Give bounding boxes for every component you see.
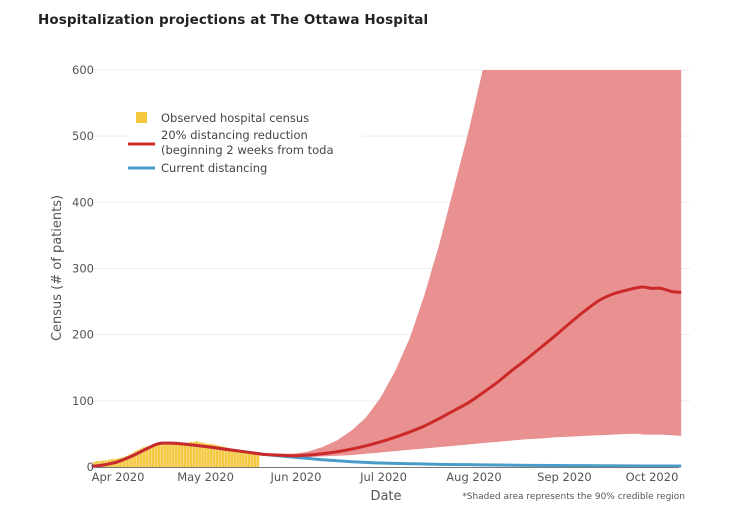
observed-bar <box>169 444 172 467</box>
observed-bar <box>224 447 228 467</box>
observed-bar <box>174 444 178 467</box>
observed-bar <box>236 449 239 467</box>
observed-bar <box>244 451 248 467</box>
observed-bar <box>160 444 163 467</box>
observed-bar <box>186 442 190 467</box>
observed-bar <box>247 451 251 467</box>
observed-bar <box>212 444 216 467</box>
observed-bar <box>148 445 152 467</box>
observed-bar <box>204 443 207 467</box>
x-axis-title: Date <box>370 489 401 504</box>
legend-label-reduction[interactable]: 20% distancing reduction <box>161 128 308 142</box>
observed-bar <box>154 445 158 467</box>
observed-bar <box>134 451 137 467</box>
y-tick-label: 600 <box>72 63 94 77</box>
observed-bar <box>209 443 213 467</box>
observed-bar <box>195 441 198 467</box>
x-tick-label: May 2020 <box>177 470 234 484</box>
observed-bar <box>93 461 96 467</box>
credible-region-area <box>91 70 682 467</box>
observed-bar <box>131 453 134 467</box>
observed-bar <box>198 441 201 467</box>
legend-swatch-observed <box>136 112 147 123</box>
observed-bar <box>142 447 146 467</box>
x-tick-label: Jun 2020 <box>270 470 322 484</box>
observed-bar <box>96 461 99 467</box>
x-tick-label: Jul 2020 <box>359 470 407 484</box>
observed-bar <box>253 452 257 467</box>
observed-bar <box>227 447 231 467</box>
chart-title: Hospitalization projections at The Ottaw… <box>38 12 429 28</box>
y-tick-labels: 0 100 200 300 400 500 600 <box>72 63 94 474</box>
observed-bar <box>230 448 234 467</box>
x-tick-label: Sep 2020 <box>537 470 592 484</box>
observed-bar <box>192 441 196 467</box>
observed-bar <box>157 444 161 467</box>
observed-bar <box>221 446 225 467</box>
observed-bar <box>250 452 254 467</box>
observed-bar <box>207 443 210 467</box>
legend-label-current[interactable]: Current distancing <box>161 161 267 175</box>
y-tick-label: 100 <box>72 394 94 408</box>
observed-bar <box>239 449 242 467</box>
observed-bar <box>180 443 184 467</box>
observed-bar <box>172 444 175 467</box>
x-tick-label: Aug 2020 <box>446 470 501 484</box>
legend-background <box>128 108 363 176</box>
footnote: *Shaded area represents the 90% credible… <box>462 492 685 502</box>
distancing-reduction-line <box>91 285 682 468</box>
observed-bar <box>151 445 155 467</box>
observed-bar <box>163 444 166 467</box>
legend-label-reduction-line2[interactable]: (beginning 2 weeks from toda <box>161 143 334 157</box>
y-tick-label: 500 <box>72 129 94 143</box>
observed-bar <box>125 455 128 467</box>
observed-bar <box>122 457 126 467</box>
y-tick-label: 400 <box>72 195 94 209</box>
observed-bar <box>201 442 204 467</box>
projection-lines <box>91 285 682 468</box>
legend-label-observed[interactable]: Observed hospital census <box>161 111 309 125</box>
observed-bar <box>145 446 149 467</box>
credible-region-band <box>91 70 682 467</box>
legend[interactable]: Observed hospital census 20% distancing r… <box>128 108 363 176</box>
y-tick-label: 0 <box>87 460 94 474</box>
observed-bar <box>242 450 245 467</box>
y-axis-title: Census (# of patients) <box>50 195 65 341</box>
observed-bar <box>177 443 181 467</box>
observed-bar <box>189 441 193 467</box>
observed-bar <box>218 445 222 467</box>
observed-bar <box>139 448 143 467</box>
observed-bar <box>215 445 219 467</box>
observed-bar <box>137 449 140 467</box>
x-tick-label: Apr 2020 <box>92 470 145 484</box>
observed-bar <box>119 457 123 467</box>
observed-bar <box>233 449 236 467</box>
x-tick-labels: Apr 2020 May 2020 Jun 2020 Jul 2020 Aug 2020… <box>92 470 679 484</box>
x-tick-label: Oct 2020 <box>626 470 679 484</box>
observed-bar <box>183 443 187 467</box>
y-tick-label: 300 <box>72 262 94 276</box>
y-tick-label: 200 <box>72 328 94 342</box>
observed-bar <box>128 454 131 467</box>
observed-bar <box>166 444 169 467</box>
observed-bar <box>256 453 260 467</box>
